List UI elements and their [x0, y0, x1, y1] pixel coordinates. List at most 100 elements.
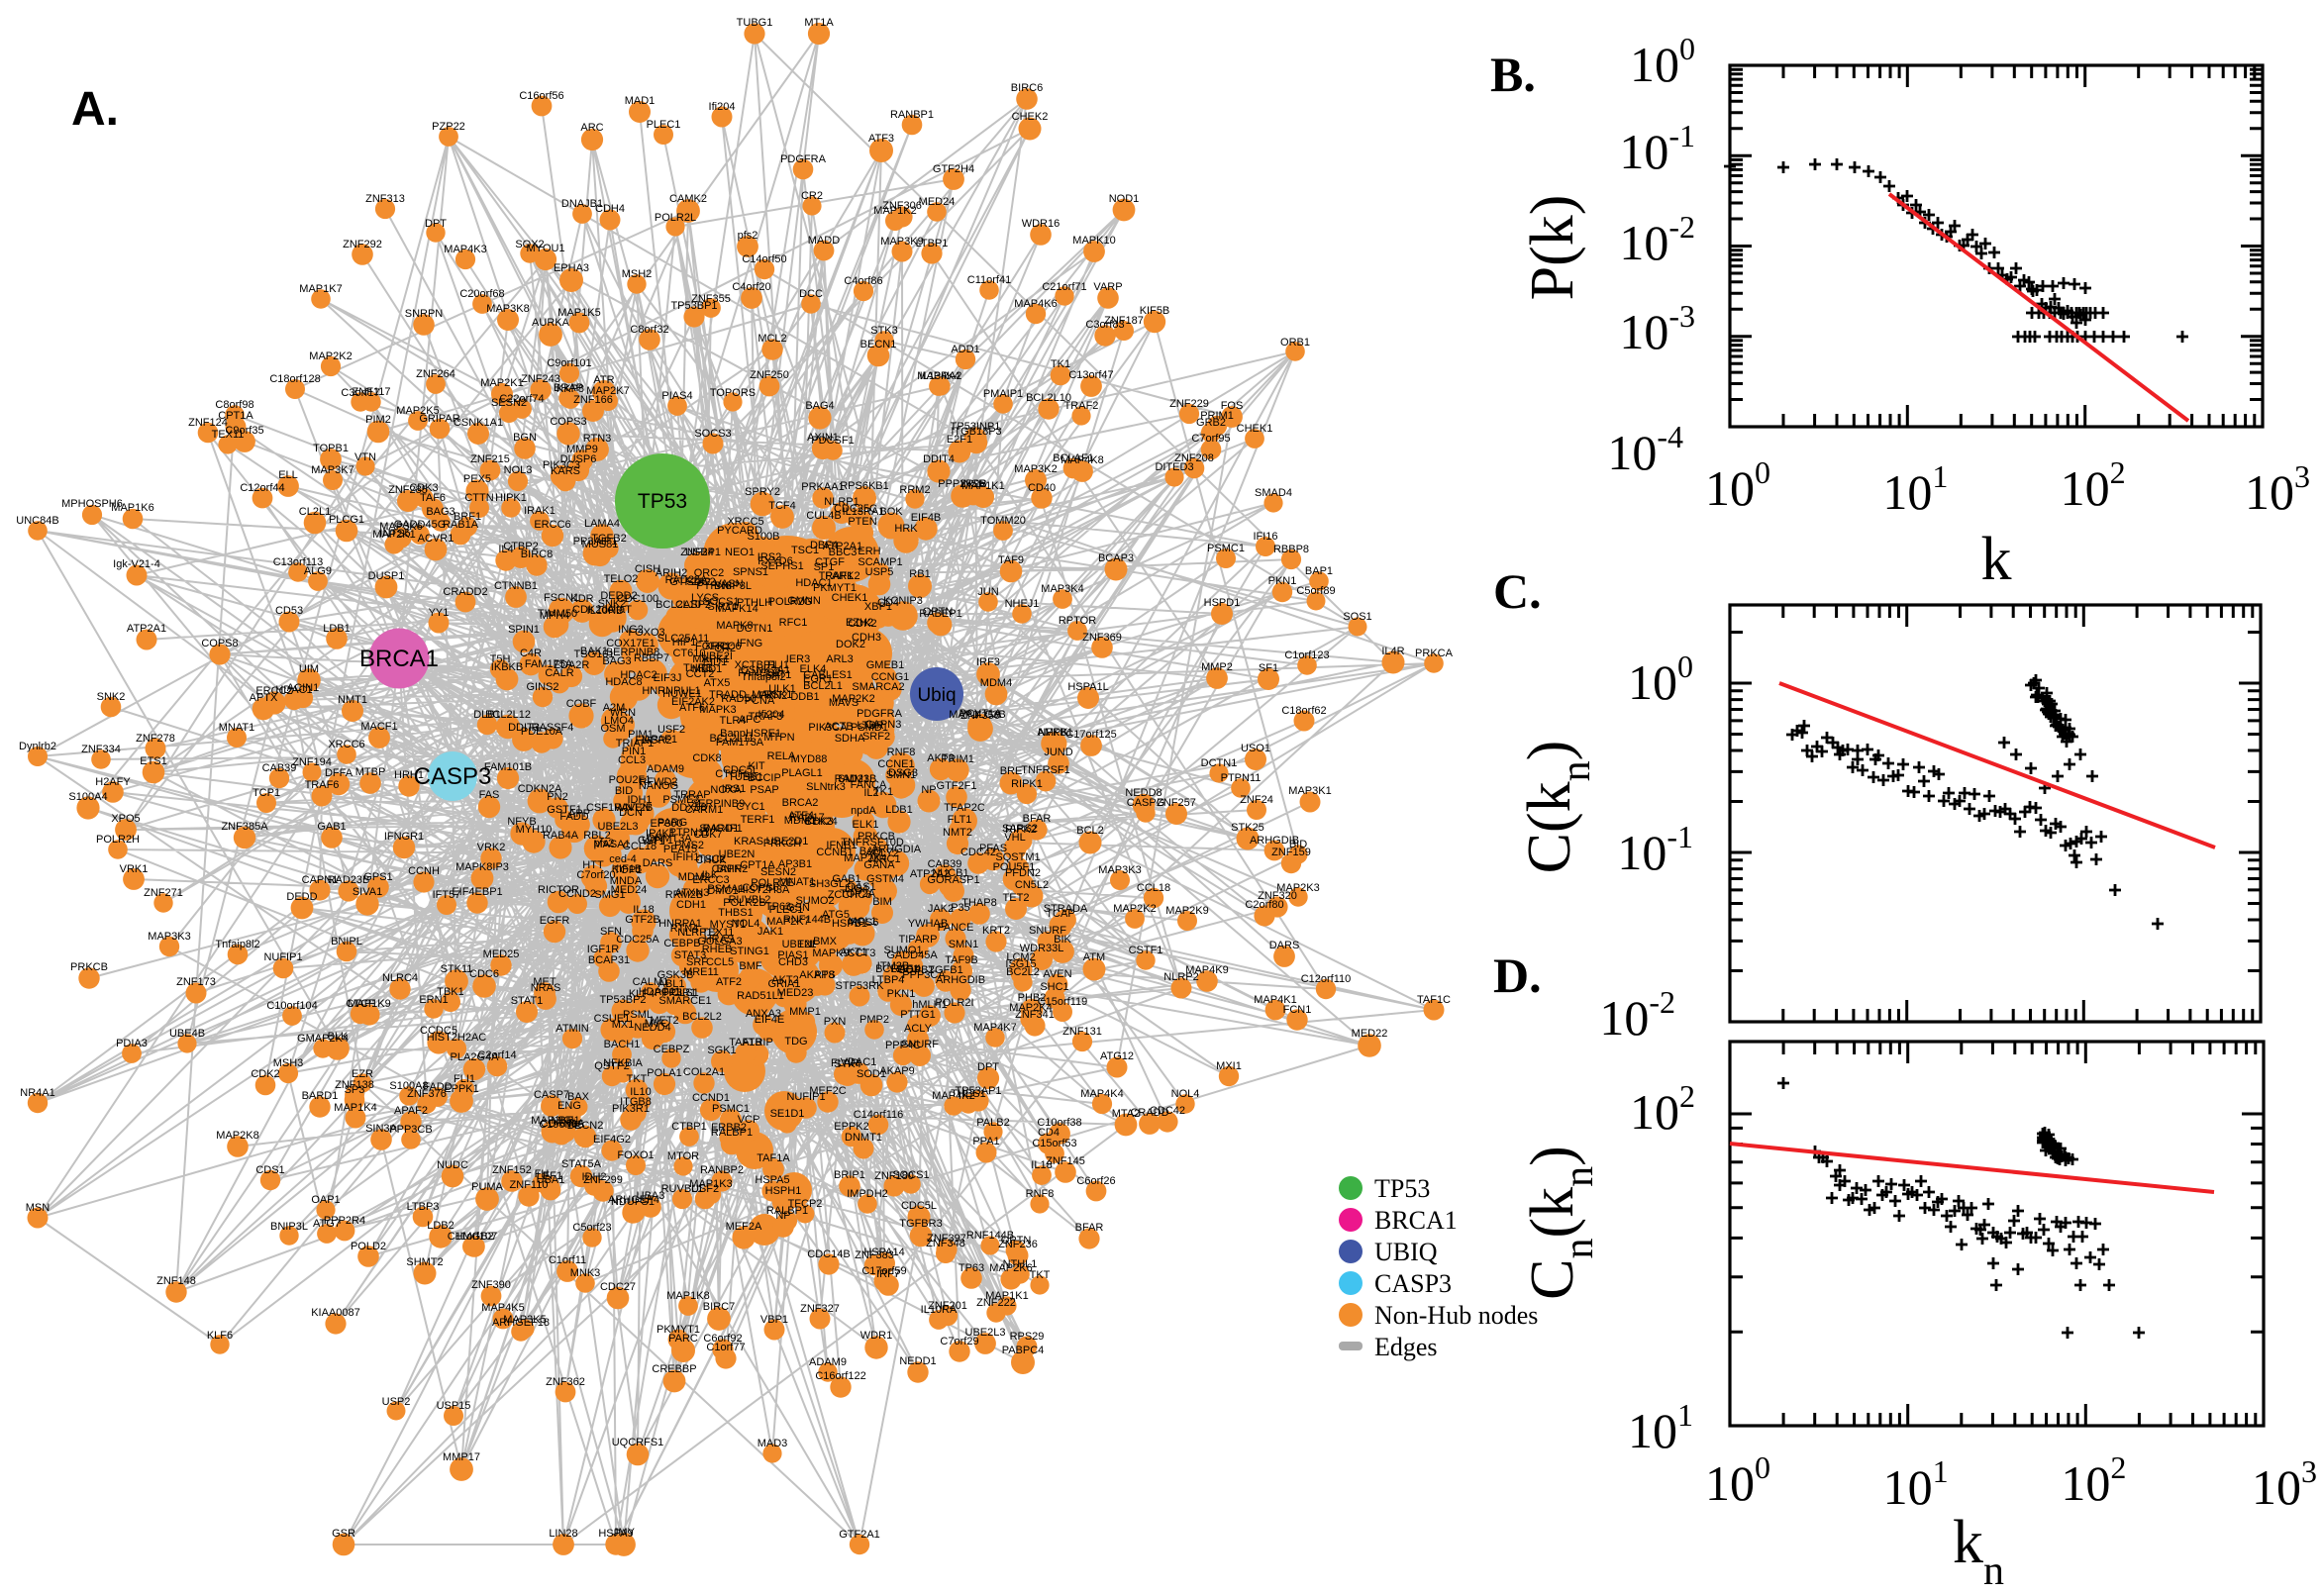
svg-text:HUWE1: HUWE1 — [662, 688, 702, 700]
svg-text:GSN: GSN — [786, 902, 810, 914]
svg-text:CDK7: CDK7 — [693, 829, 722, 841]
svg-text:HSPA1L: HSPA1L — [1067, 681, 1108, 693]
svg-text:RIPK2: RIPK2 — [1005, 824, 1037, 836]
svg-text:BECN2: BECN2 — [567, 1120, 604, 1132]
svg-text:VBP1: VBP1 — [760, 1314, 788, 1326]
svg-text:SH3GL2: SH3GL2 — [809, 878, 851, 890]
svg-text:PPP2R2B: PPP2R2B — [938, 478, 987, 490]
svg-text:T5H: T5H — [490, 653, 511, 665]
svg-text:MAPK9: MAPK9 — [812, 948, 849, 959]
svg-text:HIPK1: HIPK1 — [495, 492, 527, 504]
svg-text:VCP: VCP — [738, 1114, 760, 1126]
svg-text:ZNF350: ZNF350 — [960, 710, 1000, 722]
svg-text:PSMA1: PSMA1 — [707, 883, 744, 895]
svg-text:RICTOR: RICTOR — [538, 884, 579, 896]
svg-text:S100A4: S100A4 — [68, 791, 107, 803]
svg-text:CTBP1: CTBP1 — [671, 1121, 706, 1133]
svg-text:SNURF: SNURF — [901, 1039, 939, 1050]
svg-text:WDR33L: WDR33L — [1020, 943, 1064, 954]
svg-text:TP53BP1: TP53BP1 — [670, 300, 717, 312]
svg-text:SOCS3: SOCS3 — [694, 428, 731, 440]
svg-text:CCT3: CCT3 — [848, 948, 876, 959]
svg-text:AKAP8: AKAP8 — [799, 969, 834, 981]
svg-text:SOCS1: SOCS1 — [892, 1169, 929, 1181]
svg-text:BRCA1: BRCA1 — [359, 646, 439, 672]
svg-text:TFCP2: TFCP2 — [788, 1198, 823, 1210]
svg-text:WDR1: WDR1 — [860, 1330, 892, 1342]
svg-text:SNURF: SNURF — [1029, 925, 1066, 937]
svg-text:MAP2K1: MAP2K1 — [480, 377, 523, 389]
svg-text:PSAP: PSAP — [750, 784, 778, 796]
svg-text:Non-Hub nodes: Non-Hub nodes — [1374, 1301, 1538, 1330]
svg-text:PPA1: PPA1 — [972, 1136, 999, 1147]
svg-text:APC: APC — [739, 714, 761, 726]
svg-text:MTBP: MTBP — [355, 766, 386, 778]
svg-text:ATM: ATM — [1083, 951, 1105, 963]
svg-text:GSTF1: GSTF1 — [547, 804, 581, 816]
svg-text:CYC1: CYC1 — [736, 801, 764, 813]
svg-text:ERBB2: ERBB2 — [711, 1122, 747, 1134]
svg-text:MCL2: MCL2 — [758, 333, 786, 345]
svg-text:IFT57: IFT57 — [433, 889, 461, 901]
svg-text:MAP1K4: MAP1K4 — [334, 1102, 376, 1114]
svg-text:HSPA9: HSPA9 — [598, 1528, 633, 1540]
svg-text:MMP17: MMP17 — [443, 1451, 480, 1463]
svg-text:C11orf107: C11orf107 — [448, 1231, 498, 1243]
svg-text:FAM173A: FAM173A — [716, 737, 764, 748]
svg-text:MSH2: MSH2 — [622, 268, 653, 280]
svg-text:100: 100 — [1705, 454, 1770, 516]
svg-text:ATG12: ATG12 — [1100, 1050, 1134, 1062]
svg-text:CHEK1: CHEK1 — [832, 592, 868, 604]
svg-text:STK24: STK24 — [804, 816, 838, 828]
svg-text:TRAF3: TRAF3 — [749, 711, 783, 723]
svg-text:PIM2: PIM2 — [365, 414, 391, 426]
svg-text:IL18: IL18 — [1031, 1159, 1052, 1171]
svg-text:PARC: PARC — [668, 1333, 698, 1345]
svg-text:AKT2: AKT2 — [771, 974, 799, 986]
svg-text:ZNF117: ZNF117 — [353, 386, 391, 398]
svg-text:EPPK1: EPPK1 — [444, 1083, 478, 1095]
svg-text:FLI1: FLI1 — [454, 1073, 475, 1085]
svg-text:KIF5B: KIF5B — [1140, 305, 1170, 317]
svg-text:PRKAA1: PRKAA1 — [801, 481, 844, 493]
svg-text:IRS2: IRS2 — [758, 551, 781, 563]
svg-text:OAP1: OAP1 — [311, 1194, 340, 1206]
svg-text:IL18: IL18 — [633, 904, 654, 916]
svg-text:CDC6: CDC6 — [469, 968, 499, 980]
svg-text:RTN3: RTN3 — [583, 433, 612, 445]
svg-text:C12orf110: C12orf110 — [1301, 973, 1352, 985]
svg-text:JAK2: JAK2 — [928, 903, 954, 915]
svg-text:MAP2K2: MAP2K2 — [832, 693, 874, 705]
svg-text:C8orf98: C8orf98 — [215, 399, 253, 411]
svg-text:CEBPZ: CEBPZ — [654, 1044, 690, 1055]
svg-text:PALB2: PALB2 — [976, 1117, 1009, 1129]
svg-text:SMAD4: SMAD4 — [1255, 487, 1292, 499]
svg-text:SMN1: SMN1 — [886, 769, 917, 781]
svg-text:RANBP1: RANBP1 — [890, 109, 934, 121]
svg-text:NHEJ1: NHEJ1 — [1005, 598, 1040, 610]
svg-text:HDAC1: HDAC1 — [795, 577, 832, 589]
svg-text:COX17E1: COX17E1 — [606, 638, 656, 649]
svg-text:BBC3: BBC3 — [829, 547, 858, 558]
svg-text:CALR: CALR — [545, 667, 573, 679]
svg-text:NOL4: NOL4 — [732, 918, 760, 930]
svg-text:KRT2: KRT2 — [982, 925, 1010, 937]
svg-text:BFAR: BFAR — [1023, 813, 1052, 825]
svg-text:CASPG: CASPG — [1127, 797, 1165, 809]
svg-text:MADD: MADD — [808, 235, 840, 247]
svg-text:MACF1: MACF1 — [360, 721, 397, 733]
svg-text:IFNB1: IFNB1 — [826, 840, 857, 851]
svg-text:IRAK1: IRAK1 — [524, 505, 556, 517]
svg-text:UNC84B: UNC84B — [16, 515, 58, 527]
svg-text:CHD3: CHD3 — [778, 956, 808, 968]
svg-text:RBBP7: RBBP7 — [634, 652, 669, 664]
svg-text:CDKN1A: CDKN1A — [541, 1118, 585, 1130]
svg-text:MAP3K5: MAP3K5 — [503, 1314, 546, 1326]
svg-text:BCL2L2: BCL2L2 — [682, 1011, 722, 1023]
svg-text:SMM1: SMM1 — [838, 773, 869, 785]
svg-text:NOL4: NOL4 — [1171, 1088, 1200, 1100]
svg-text:CSNK1A1: CSNK1A1 — [454, 417, 503, 429]
svg-text:HRAS: HRAS — [704, 934, 735, 946]
svg-text:C6orf92: C6orf92 — [703, 1333, 742, 1345]
svg-text:pfs2: pfs2 — [594, 838, 615, 849]
